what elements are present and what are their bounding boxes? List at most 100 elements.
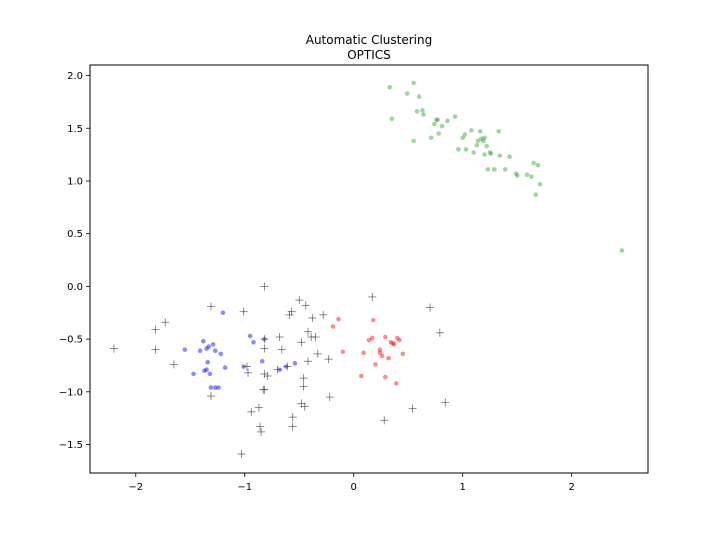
data-point-noise	[288, 413, 297, 422]
data-point-cluster-1	[482, 152, 487, 157]
data-point-cluster-1	[460, 135, 466, 141]
data-point-noise	[273, 365, 282, 374]
y-tick-label: 2.0	[67, 71, 83, 82]
data-point-cluster-2	[204, 367, 209, 372]
data-point-cluster-3	[379, 353, 385, 359]
data-point-cluster-1	[488, 151, 494, 156]
data-point-cluster-2	[201, 338, 206, 344]
data-point-cluster-2	[204, 346, 209, 351]
data-point-cluster-3	[366, 337, 372, 343]
data-point-cluster-3	[377, 347, 383, 352]
data-point-noise	[311, 333, 320, 341]
data-point-cluster-1	[432, 121, 437, 127]
data-point-cluster-1	[477, 129, 483, 134]
data-point-cluster-1	[481, 138, 486, 144]
data-point-cluster-2	[222, 365, 228, 370]
data-point-cluster-1	[492, 167, 497, 172]
data-point-cluster-1	[414, 109, 420, 114]
data-point-noise	[324, 355, 333, 364]
data-point-cluster-3	[369, 335, 375, 341]
data-point-cluster-1	[474, 142, 480, 148]
data-point-cluster-1	[421, 112, 426, 117]
y-axis: −1.5 −1.0 −0.5 0.0 0.5 1.0 1.5 2.0	[59, 71, 90, 451]
data-point-cluster-2	[220, 310, 226, 316]
x-tick-label: −2	[128, 482, 143, 493]
data-point-cluster-2	[205, 360, 211, 365]
data-point-cluster-1	[535, 162, 541, 168]
data-point-noise	[299, 382, 308, 391]
y-tick-label: 1.5	[67, 124, 83, 135]
data-point-cluster-1	[487, 150, 493, 155]
data-point-noise	[263, 372, 272, 381]
data-point-cluster-1	[497, 153, 503, 158]
data-point-cluster-2	[292, 361, 298, 366]
data-point-cluster-2	[206, 344, 212, 349]
data-point-cluster-1	[456, 147, 461, 152]
data-point-cluster-1	[439, 123, 445, 129]
data-point-noise	[260, 282, 269, 291]
data-point-cluster-3	[340, 349, 346, 355]
data-point-cluster-3	[383, 334, 388, 340]
data-point-noise	[380, 416, 389, 425]
x-tick-label: 0	[351, 482, 357, 493]
data-point-cluster-3	[361, 350, 366, 356]
data-point-cluster-1	[469, 128, 474, 133]
data-point-cluster-1	[478, 136, 484, 142]
data-point-cluster-3	[390, 341, 396, 346]
y-tick-label: −0.5	[59, 335, 83, 346]
data-point-cluster-3	[383, 374, 388, 380]
plot-frame	[89, 64, 649, 474]
data-point-cluster-2	[210, 342, 216, 347]
data-point-cluster-1	[445, 118, 450, 124]
data-point-cluster-1	[531, 160, 536, 166]
data-point-noise	[313, 349, 322, 358]
data-point-cluster-1	[513, 171, 519, 176]
data-point-cluster-3	[377, 350, 383, 356]
data-point-noise	[277, 345, 286, 354]
data-point-noise	[260, 344, 269, 353]
data-point-noise	[239, 307, 248, 316]
data-point-noise	[408, 404, 417, 413]
data-point-noise	[301, 301, 310, 310]
data-point-cluster-1	[482, 135, 487, 141]
data-point-cluster-1	[416, 94, 422, 99]
data-point-noise	[285, 310, 294, 319]
data-point-cluster-3	[373, 362, 378, 367]
y-tick-label: 0.0	[67, 282, 83, 293]
data-point-cluster-1	[389, 116, 395, 122]
data-point-noise	[303, 327, 312, 336]
data-point-noise	[247, 407, 256, 416]
data-point-noise	[426, 303, 435, 312]
data-point-noise	[257, 427, 266, 436]
data-point-cluster-1	[387, 84, 393, 90]
data-point-cluster-2	[247, 333, 253, 339]
y-tick-label: 1.0	[67, 176, 83, 187]
data-point-cluster-1	[462, 132, 468, 137]
chart-subtitle: OPTICS	[347, 48, 391, 62]
data-point-noise	[242, 362, 251, 371]
data-point-noise	[303, 357, 312, 366]
data-point-cluster-1	[475, 138, 481, 144]
data-point-cluster-3	[336, 316, 341, 322]
data-point-noise	[151, 345, 160, 354]
data-point-noise	[244, 368, 253, 377]
data-point-cluster-1	[436, 131, 442, 136]
y-tick-label: −1.5	[59, 440, 83, 451]
data-point-noise	[297, 338, 306, 347]
data-point-noise	[300, 402, 309, 411]
data-point-noise	[325, 393, 334, 402]
data-point-cluster-1	[428, 135, 434, 141]
data-point-cluster-1	[435, 117, 440, 123]
data-point-noise	[275, 333, 284, 341]
x-axis: −2 −1 0 1 2	[128, 473, 575, 493]
data-point-cluster-2	[213, 385, 218, 390]
x-tick-label: 2	[569, 482, 575, 493]
data-point-cluster-3	[397, 337, 402, 343]
data-point-cluster-1	[404, 91, 410, 96]
data-point-noise	[151, 325, 160, 334]
data-point-noise	[435, 328, 444, 337]
data-point-noise	[256, 422, 265, 431]
points-layer	[109, 80, 625, 459]
data-point-noise	[299, 374, 308, 383]
